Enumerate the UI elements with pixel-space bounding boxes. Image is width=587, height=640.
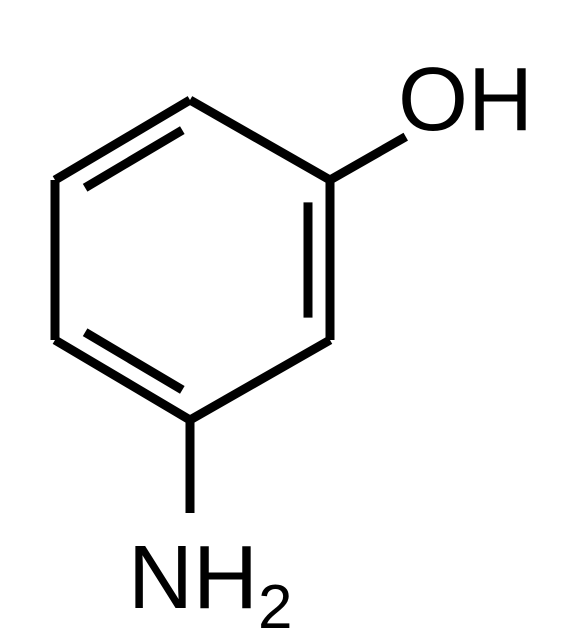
- atom-label-subscript: 2: [258, 573, 292, 640]
- atom-label-main: OH: [398, 50, 533, 150]
- bond: [85, 332, 182, 390]
- bond: [190, 340, 330, 420]
- bond: [330, 137, 406, 180]
- molecule-diagram: OH NH2: [0, 0, 587, 640]
- atom-label-main: NH: [128, 528, 258, 628]
- atom-label-nh2: NH2: [128, 528, 292, 640]
- atom-label-oh: OH: [398, 50, 533, 150]
- bond: [190, 100, 330, 180]
- bond: [85, 130, 182, 188]
